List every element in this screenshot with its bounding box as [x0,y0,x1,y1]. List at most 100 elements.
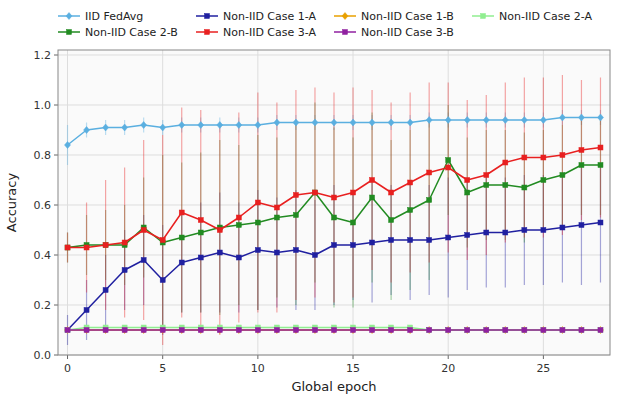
point [312,190,317,195]
point [312,328,317,333]
point [560,328,565,333]
point [293,213,298,218]
point [408,328,413,333]
point [598,163,603,168]
point [332,195,337,200]
grid-line [543,50,544,355]
point [293,193,298,198]
x-axis-label: Global epoch [291,379,376,394]
point [293,328,298,333]
point [65,327,71,334]
tick [54,205,58,206]
point [293,248,298,253]
point [255,248,260,253]
point [312,190,317,195]
point [503,328,508,333]
point [540,327,546,334]
grid-line [353,50,354,355]
point [446,235,451,240]
point [331,119,337,126]
point [579,328,584,333]
tick [54,105,58,106]
point [65,328,70,333]
point [198,255,203,260]
grid-line [58,55,610,56]
legend-marker [342,13,348,20]
point [597,114,603,121]
point [407,327,413,334]
series [65,158,603,251]
tick-label: 1.0 [34,99,52,112]
tick-label: 0.8 [34,149,52,162]
point [579,148,584,153]
point [541,328,546,333]
point [464,327,470,334]
point [179,327,185,334]
tick-label: 5 [159,362,166,375]
error-bars [68,75,601,345]
point [522,328,527,333]
point [332,243,337,248]
point [217,228,222,233]
point [236,223,241,228]
point [103,328,108,333]
tick [543,355,544,359]
point [369,119,375,126]
point [408,238,413,243]
point [426,327,432,334]
point [446,328,451,333]
point [255,200,260,205]
point [351,220,356,225]
point [274,327,280,334]
tick [162,355,163,359]
point [408,208,413,213]
tick-label: 0 [64,362,71,375]
point [446,328,451,333]
point [255,122,261,129]
tick [54,155,58,156]
tick [353,355,354,359]
point [598,145,603,150]
point [332,328,337,333]
point [464,117,470,124]
point [122,327,128,334]
point [503,160,508,165]
point [65,328,70,333]
point [522,228,527,233]
data [65,75,604,345]
point [560,173,565,178]
legend-label: Non-IID Case 1-B [361,10,454,23]
point [84,127,90,134]
point [160,238,165,243]
point [103,243,108,248]
point [65,245,70,250]
point [370,240,375,245]
point [141,327,147,334]
point [179,328,184,333]
point [445,327,451,334]
point [389,238,394,243]
point [141,228,146,233]
legend-label: Non-IID Case 3-B [361,26,454,39]
point [122,240,127,245]
legend-label: IID FedAvg [85,10,143,23]
point [103,288,108,293]
point [521,327,527,334]
tick-label: 1.2 [34,49,52,62]
tick-label: 15 [346,362,360,375]
point [274,250,279,255]
point [198,328,203,333]
point [274,119,280,126]
point [274,205,279,210]
point [541,228,546,233]
point [65,245,70,250]
point [521,117,527,124]
legend-label: Non-IID Case 2-A [499,10,592,23]
point [427,328,432,333]
axes: 0.00.20.40.60.81.01.20510152025 [34,49,551,375]
point [160,327,166,334]
legend-marker [67,30,72,35]
legend-marker [205,30,210,35]
point [350,119,356,126]
point [351,190,356,195]
